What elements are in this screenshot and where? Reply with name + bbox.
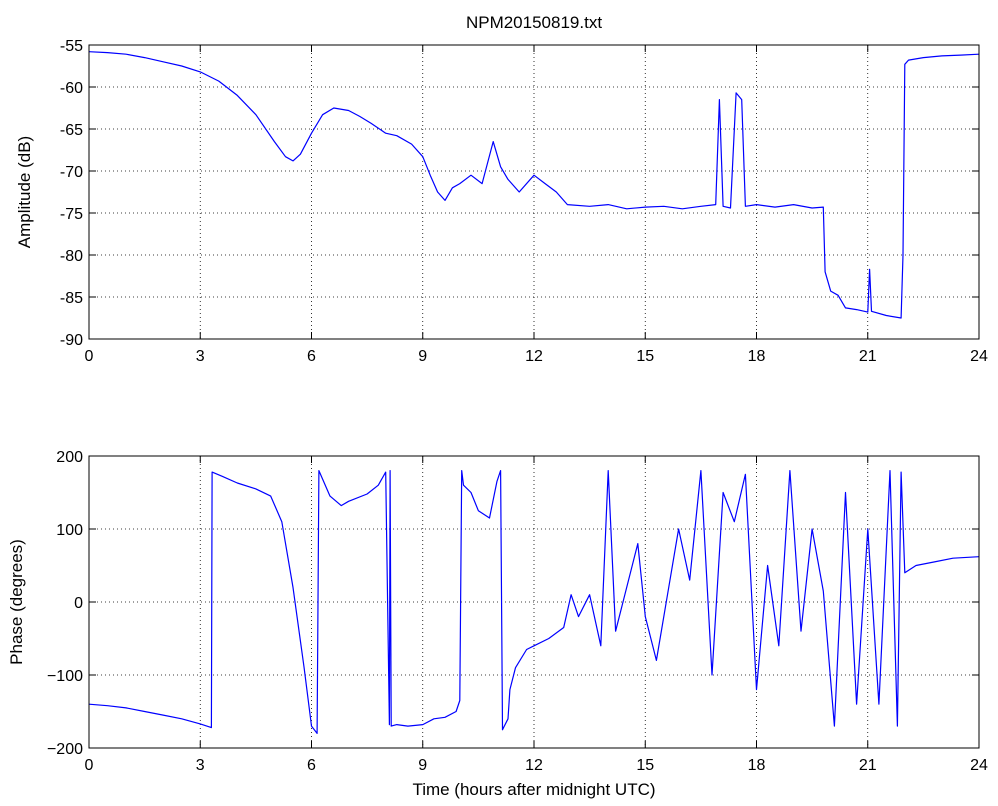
amplitude-y-tick-label: -80 [60,248,83,265]
amplitude-series-group [88,51,980,319]
amplitude-x-tick-label: 15 [636,348,654,365]
phase-x-tick-label: 24 [970,757,988,774]
amplitude-y-tick-label: -60 [60,80,83,97]
amplitude-y-axis-label: Amplitude (dB) [15,136,34,248]
phase-x-tick-label: 18 [748,757,766,774]
phase-y-tick-label: −100 [47,668,83,685]
x-axis-label: Time (hours after midnight UTC) [412,780,655,799]
phase-x-tick-label: 21 [859,757,877,774]
phase-panel: 0 3 6 9 12 15 18 21 24 200 100 0 −100 −200 Phase (deg… [7,449,988,799]
phase-x-tick-label: 12 [525,757,543,774]
chart-title: NPM20150819.txt [466,13,602,32]
amplitude-y-tick-label: -90 [60,332,83,349]
amplitude-grid [89,45,979,339]
amplitude-x-tick-label: 21 [859,348,877,365]
phase-x-tick-label: 9 [418,757,427,774]
phase-x-tick-label: 15 [636,757,654,774]
amplitude-ticks: 0 3 6 9 12 15 18 21 24 -55 -60 -65 -70 -75 -80 -85 -90 [60,38,988,365]
amplitude-y-tick-label: -85 [60,290,83,307]
phase-y-tick-label: 0 [74,595,83,612]
amplitude-y-tick-label: -75 [60,206,83,223]
amplitude-x-tick-label: 0 [85,348,94,365]
phase-series-line [88,470,980,734]
phase-x-tick-label: 3 [196,757,205,774]
phase-series-group [88,470,980,734]
amplitude-x-tick-label: 6 [307,348,316,365]
phase-y-axis-label: Phase (degrees) [7,539,26,665]
phase-y-tick-label: 100 [56,522,83,539]
amplitude-y-tick-label: -65 [60,122,83,139]
amplitude-y-tick-label: -70 [60,164,83,181]
phase-x-tick-label: 0 [85,757,94,774]
amplitude-x-tick-label: 12 [525,348,543,365]
amplitude-x-tick-label: 18 [748,348,766,365]
amplitude-x-tick-label: 24 [970,348,988,365]
amplitude-y-tick-label: -55 [60,38,83,55]
phase-x-tick-label: 6 [307,757,316,774]
phase-y-tick-label: 200 [56,449,83,466]
amplitude-panel: 0 3 6 9 12 15 18 21 24 -55 -60 -65 -70 -75 -80 -85 -90 N… [15,13,988,365]
phase-grid [89,456,979,748]
phase-ticks: 0 3 6 9 12 15 18 21 24 200 100 0 −100 −200 [47,449,988,774]
amplitude-x-tick-label: 3 [196,348,205,365]
phase-y-tick-label: −200 [47,741,83,758]
amplitude-x-tick-label: 9 [418,348,427,365]
amplitude-series-line [88,51,980,319]
